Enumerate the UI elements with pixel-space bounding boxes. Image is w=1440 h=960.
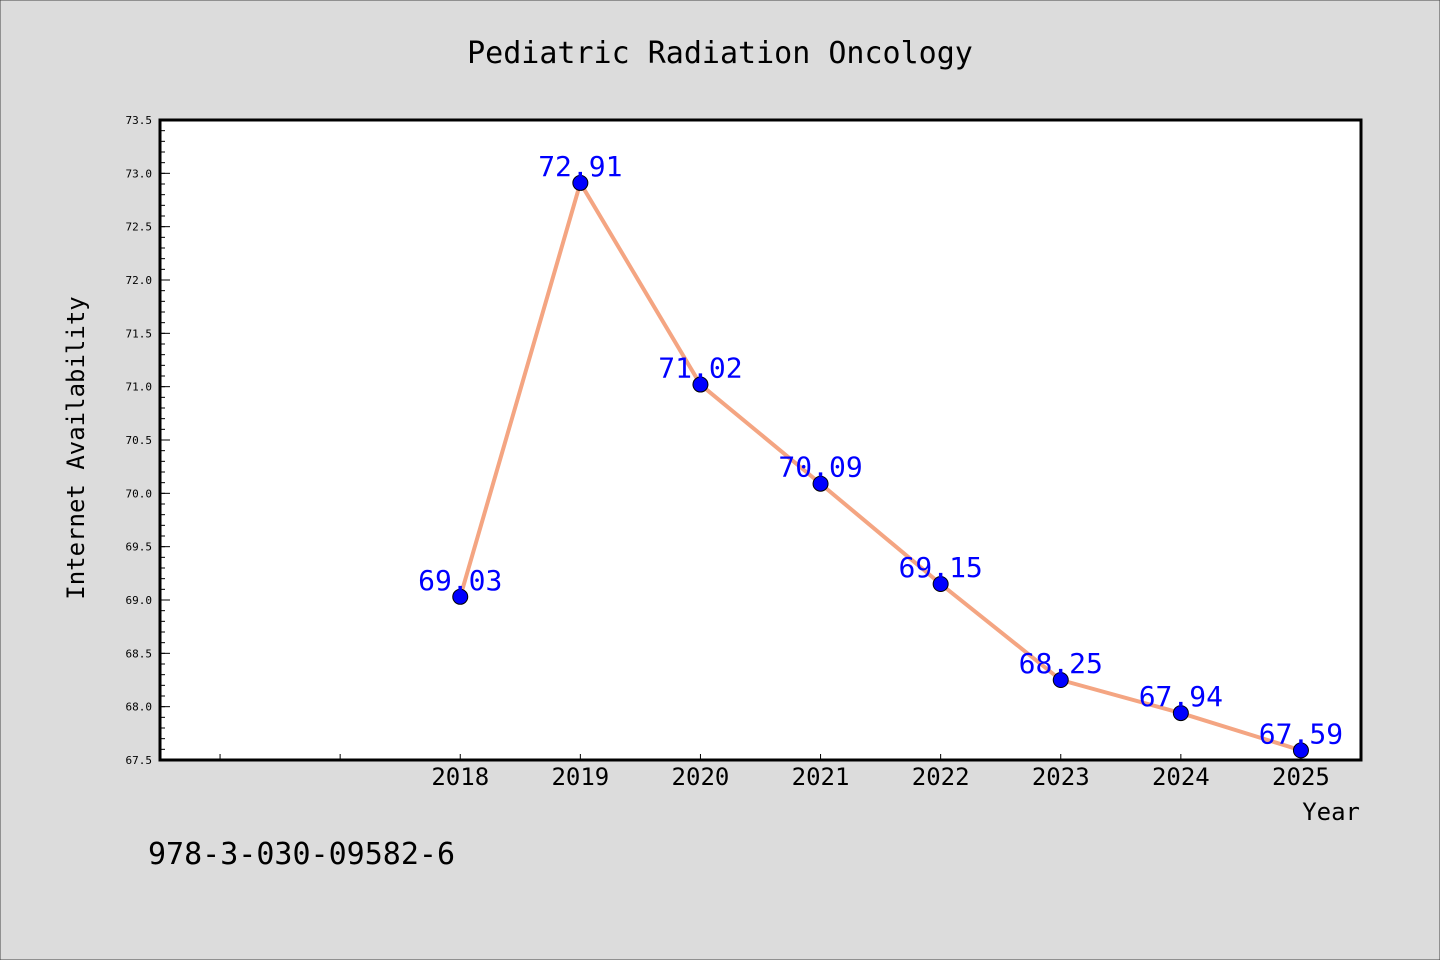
data-label: 72.91 [538,150,622,183]
y-tick-label: 71.0 [126,381,153,394]
x-tick-label: 2021 [792,763,850,791]
y-tick-label: 69.0 [126,594,153,607]
x-axis-label: Year [1302,798,1360,826]
data-label: 69.03 [418,564,502,597]
x-tick-label: 2024 [1152,763,1210,791]
data-label: 70.09 [778,451,862,484]
y-tick-label: 71.5 [126,327,153,340]
x-tick-label: 2018 [431,763,489,791]
data-label: 67.59 [1259,717,1343,750]
y-tick-label: 69.5 [126,541,153,554]
data-label: 71.02 [658,352,742,385]
y-tick-label: 73.0 [126,167,153,180]
x-tick-label: 2020 [672,763,730,791]
data-label: 67.94 [1139,680,1223,713]
x-tick-label: 2023 [1032,763,1090,791]
y-tick-label: 72.5 [126,221,153,234]
x-tick-label: 2022 [912,763,970,791]
plot-area [160,120,1361,760]
y-axis-label: Internet Availability [62,296,90,599]
data-label: 68.25 [1019,647,1103,680]
y-tick-label: 73.5 [126,114,153,127]
data-label: 69.15 [899,551,983,584]
y-tick-label: 72.0 [126,274,153,287]
chart-title: Pediatric Radiation Oncology [467,36,973,71]
y-tick-label: 68.5 [126,647,153,660]
chart-figure: Pediatric Radiation Oncology 67.5 68.0 68.… [0,0,1440,960]
y-tick-label: 68.0 [126,701,153,714]
footer-isbn: 978-3-030-09582-6 [148,837,455,872]
y-tick-label: 70.5 [126,434,153,447]
x-tick-label: 2019 [551,763,609,791]
x-tick-label: 2025 [1272,763,1330,791]
y-tick-label: 70.0 [126,487,153,500]
y-tick-label: 67.5 [126,754,153,767]
